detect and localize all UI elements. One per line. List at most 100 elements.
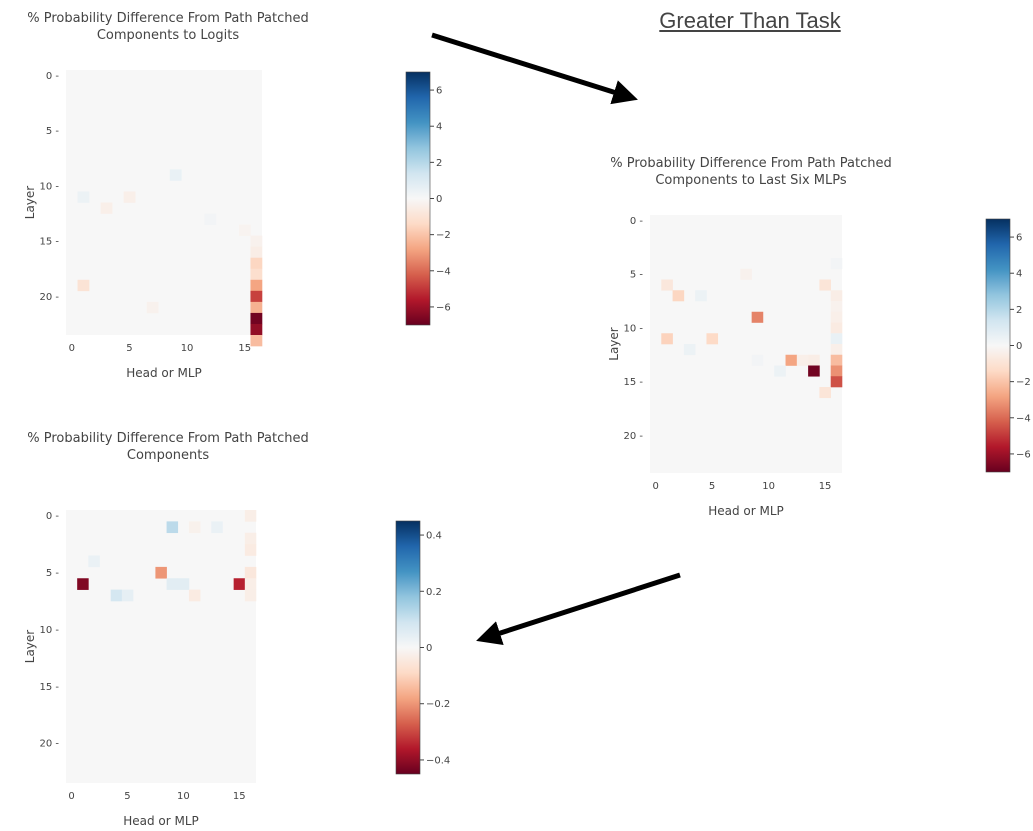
colorbar: 0.4 0.2 0 −0.2 −0.4 (395, 520, 450, 775)
heatmap-cell (751, 311, 764, 323)
heatmap-panel-components: % Probability Difference From Path Patch… (0, 420, 480, 828)
heatmap-cell (830, 344, 843, 356)
heatmap-cell (830, 322, 843, 334)
chart-title: % Probability Difference From Path Patch… (27, 431, 309, 463)
heatmap-cell (672, 290, 685, 302)
colorbar-gradient (985, 218, 1011, 473)
y-axis-label: Layer (607, 327, 621, 361)
heatmap-cell (188, 521, 201, 534)
heatmap-cell (188, 589, 201, 602)
y-tick-label: 5 - (46, 568, 60, 579)
chart-title: % Probability Difference From Path Patch… (27, 11, 309, 43)
heatmap-cell (830, 258, 843, 270)
colorbar-tick-label: −2 (1016, 377, 1031, 388)
heatmap-cell (250, 335, 263, 347)
heatmap-cell (244, 544, 257, 556)
heatmap-cell (166, 578, 179, 590)
colorbar-tick-label: 0 (1016, 341, 1022, 352)
heatmap-cell (88, 555, 100, 568)
colorbar-tick-label: −0.2 (426, 699, 450, 710)
x-tick-label: 10 (181, 343, 194, 354)
heatmap-cells (650, 215, 843, 473)
x-tick-label: 15 (238, 343, 251, 354)
y-tick-label: 10 - (39, 625, 59, 636)
y-tick-label: 0 - (630, 216, 644, 227)
heatmap-cell (123, 191, 136, 203)
heatmap-cell (683, 344, 696, 356)
heatmap-cell (244, 532, 257, 545)
arrow-to-components (476, 572, 681, 646)
heatmap-cell (830, 290, 843, 302)
colorbar-tick-label: 0.2 (426, 587, 442, 598)
heatmap-cell (244, 566, 257, 579)
x-axis-ticks: 0 5 10 15 (68, 791, 245, 802)
heatmap-cell (661, 333, 673, 345)
heatmap-cell (166, 521, 179, 534)
y-axis-ticks: 0 - 5 - 10 - 15 - 20 - (623, 216, 643, 442)
y-tick-label: 20 - (623, 431, 643, 442)
heatmap-cell (238, 224, 251, 236)
colorbar-gradient (395, 520, 421, 775)
heatmap-last-six-mlps: 0 5 10 15 0 - 5 - 10 - 15 - 20 - Head or MLP La… (607, 215, 1031, 518)
heatmap-cell (250, 257, 263, 270)
y-tick-label: 0 - (46, 71, 60, 82)
heatmap-cell (830, 301, 843, 313)
heatmap-cell (77, 578, 89, 590)
heatmap-cell (751, 354, 764, 366)
y-axis-label: Layer (23, 186, 37, 220)
y-tick-label: 15 - (623, 377, 643, 388)
x-tick-label: 0 (69, 343, 75, 354)
colorbar-gradient (405, 71, 431, 326)
heatmap-cell (250, 246, 263, 259)
colorbar-tick-label: 0.4 (426, 531, 442, 542)
heatmap-components: 0 5 10 15 0 - 5 - 10 - 15 - 20 - Head or MLP La… (23, 510, 450, 828)
heatmap-cell (695, 290, 707, 302)
heatmap-cell (146, 301, 159, 314)
y-axis-label: Layer (23, 630, 37, 664)
colorbar-tick-label: 4 (436, 122, 442, 133)
heatmap-cell (661, 279, 673, 291)
heatmap-cell (740, 268, 752, 280)
y-tick-label: 20 - (39, 292, 59, 303)
colorbar-tick-label: −6 (436, 302, 451, 313)
heatmap-cell (204, 213, 217, 225)
x-axis-label: Head or MLP (708, 504, 784, 518)
heatmap-background (66, 70, 262, 335)
heatmap-cell (808, 365, 820, 377)
y-axis-ticks: 0 - 5 - 10 - 15 - 20 - (39, 511, 59, 750)
y-tick-label: 5 - (46, 126, 60, 137)
heatmap-cell (706, 333, 719, 345)
x-axis-label: Head or MLP (126, 366, 202, 380)
heatmap-cell (250, 290, 263, 303)
heatmap-cell (796, 354, 809, 366)
colorbar-tick-label: −2 (436, 230, 451, 241)
x-tick-label: 15 (819, 481, 832, 492)
x-tick-label: 15 (233, 791, 246, 802)
heatmap-cell (169, 169, 182, 181)
heatmap-cell (211, 521, 223, 534)
y-tick-label: 20 - (39, 739, 59, 750)
heatmap-cell (250, 279, 263, 292)
heatmap-cell (830, 311, 843, 323)
heatmap-cell (155, 566, 167, 579)
chart-title: % Probability Difference From Path Patch… (610, 156, 892, 188)
heatmap-cell (830, 376, 843, 388)
heatmap-cell (233, 578, 246, 590)
x-tick-label: 0 (652, 481, 658, 492)
heatmap-cell (244, 510, 257, 522)
x-tick-label: 5 (126, 343, 132, 354)
colorbar-tick-label: −4 (436, 266, 451, 277)
x-tick-label: 10 (177, 791, 190, 802)
heatmap-cells (66, 70, 263, 347)
heatmap-cell (830, 354, 843, 366)
heatmap-logits: 0 5 10 15 0 - 5 - 10 - 15 - 20 - Head or MLP La… (23, 70, 451, 380)
y-tick-label: 10 - (623, 323, 643, 334)
colorbar-tick-label: −0.4 (426, 755, 450, 766)
y-tick-label: 5 - (630, 270, 644, 281)
heatmap-background (650, 215, 842, 473)
x-tick-label: 10 (762, 481, 775, 492)
heatmap-cell (819, 387, 831, 399)
heatmap-cell (244, 578, 257, 590)
colorbar-tick-label: 6 (1016, 233, 1022, 244)
heatmap-panel-last-six-mlps: % Probability Difference From Path Patch… (580, 145, 1033, 545)
